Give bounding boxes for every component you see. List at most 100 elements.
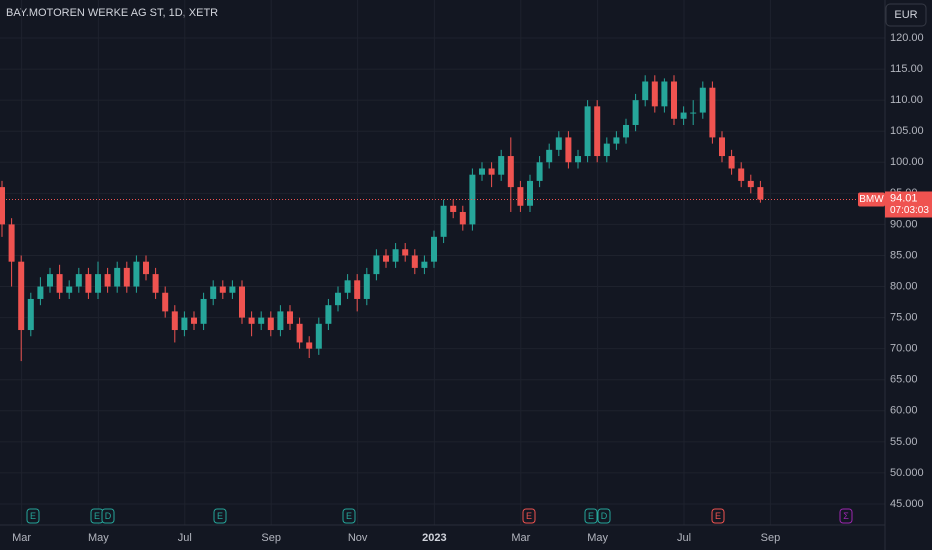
event-label[interactable]: E: [217, 511, 223, 521]
candle-body: [0, 187, 5, 225]
y-tick-label: 120.00: [890, 32, 924, 44]
event-label[interactable]: Σ: [843, 511, 849, 521]
candle-body: [479, 168, 485, 175]
x-tick-label: Nov: [348, 532, 368, 544]
candle-body: [114, 267, 121, 287]
candle-body: [239, 286, 245, 318]
chart-title: BAY.MOTOREN WERKE AG ST, 1D, XETR: [6, 7, 218, 19]
candle-body: [459, 211, 466, 225]
y-tick-label: 50.000: [890, 467, 924, 479]
candle-body: [373, 255, 380, 275]
event-label[interactable]: E: [526, 511, 532, 521]
candle-body: [37, 286, 44, 299]
candle-body: [325, 305, 332, 324]
y-tick-label: 60.00: [890, 405, 918, 417]
candle-body: [219, 286, 226, 293]
x-tick-label: 2023: [422, 532, 446, 544]
event-marker[interactable]: [584, 508, 598, 524]
candle-body: [411, 255, 418, 268]
candle-body: [642, 81, 649, 101]
candle-body: [623, 124, 629, 138]
candle-body: [536, 162, 543, 181]
candle-body: [738, 168, 745, 181]
y-tick-label: 85.00: [890, 249, 918, 261]
x-tick-label: Sep: [761, 532, 781, 544]
event-label[interactable]: E: [30, 511, 36, 521]
candle-body: [699, 87, 706, 113]
candle-body: [306, 342, 313, 349]
candle-body: [8, 224, 15, 262]
price-label: 94.01: [890, 192, 918, 204]
y-tick-label: 115.00: [890, 63, 923, 75]
candle-body: [469, 174, 476, 225]
candle-body: [354, 280, 361, 299]
candle-body: [363, 274, 370, 299]
candle-body: [440, 205, 447, 237]
candle-body: [690, 112, 697, 114]
candle-body: [661, 81, 668, 107]
candle-body: [613, 137, 620, 144]
event-label[interactable]: E: [94, 511, 100, 521]
event-label[interactable]: E: [588, 511, 594, 521]
candle-body: [95, 274, 101, 293]
candle-body: [171, 311, 178, 331]
candle-body: [651, 81, 658, 107]
candle-body: [66, 286, 73, 293]
candle-body: [133, 261, 140, 287]
candle-body: [18, 261, 25, 331]
price-tag: [885, 191, 932, 218]
currency-label[interactable]: EUR: [894, 9, 917, 21]
candle-body: [27, 298, 34, 331]
candle-body: [152, 274, 159, 293]
candle-body: [344, 280, 351, 293]
candle-body: [47, 274, 53, 287]
y-tick-label: 100.00: [890, 156, 924, 168]
y-tick-label: 110.00: [890, 94, 923, 106]
candle-body: [296, 323, 303, 343]
candle-body: [603, 143, 610, 157]
candle-body: [517, 187, 524, 206]
candle-body: [123, 267, 130, 287]
candle-body: [680, 112, 687, 119]
candle-body: [671, 81, 677, 119]
symbol-tag: [858, 192, 885, 207]
candle-body: [594, 106, 601, 157]
candle-body: [75, 274, 82, 287]
event-label[interactable]: D: [601, 511, 608, 521]
event-marker[interactable]: [711, 508, 725, 524]
x-tick-label: May: [587, 532, 608, 544]
event-label[interactable]: D: [105, 511, 112, 521]
x-tick-label: Sep: [261, 532, 281, 544]
candle-body: [431, 236, 437, 262]
candle-body: [584, 106, 591, 157]
event-label[interactable]: E: [346, 511, 352, 521]
y-tick-label: 45.000: [890, 498, 924, 510]
candle-body: [248, 317, 255, 324]
candle-body: [757, 187, 764, 200]
candle-body: [258, 317, 265, 324]
y-tick-label: 80.00: [890, 280, 918, 292]
event-marker[interactable]: [213, 508, 227, 524]
event-marker[interactable]: [522, 508, 536, 524]
symbol-label: BMW: [859, 194, 884, 205]
candle-body: [488, 168, 495, 175]
y-tick-label: 55.00: [890, 436, 918, 448]
candle-body: [728, 156, 735, 169]
event-marker[interactable]: [101, 508, 115, 524]
x-tick-label: Mar: [12, 532, 31, 544]
y-tick-label: 105.00: [890, 125, 924, 137]
currency-button[interactable]: [885, 3, 927, 27]
x-tick-label: Jul: [677, 532, 691, 544]
candle-body: [719, 137, 725, 157]
y-tick-label: 65.00: [890, 374, 918, 386]
candle-body: [450, 205, 457, 212]
y-tick-label: 90.00: [890, 218, 918, 230]
event-label[interactable]: E: [715, 511, 721, 521]
event-marker[interactable]: [26, 508, 40, 524]
event-marker[interactable]: [597, 508, 611, 524]
candle-body: [85, 274, 92, 293]
event-marker[interactable]: [839, 508, 853, 524]
candle-body: [229, 286, 236, 293]
event-marker[interactable]: [342, 508, 356, 524]
